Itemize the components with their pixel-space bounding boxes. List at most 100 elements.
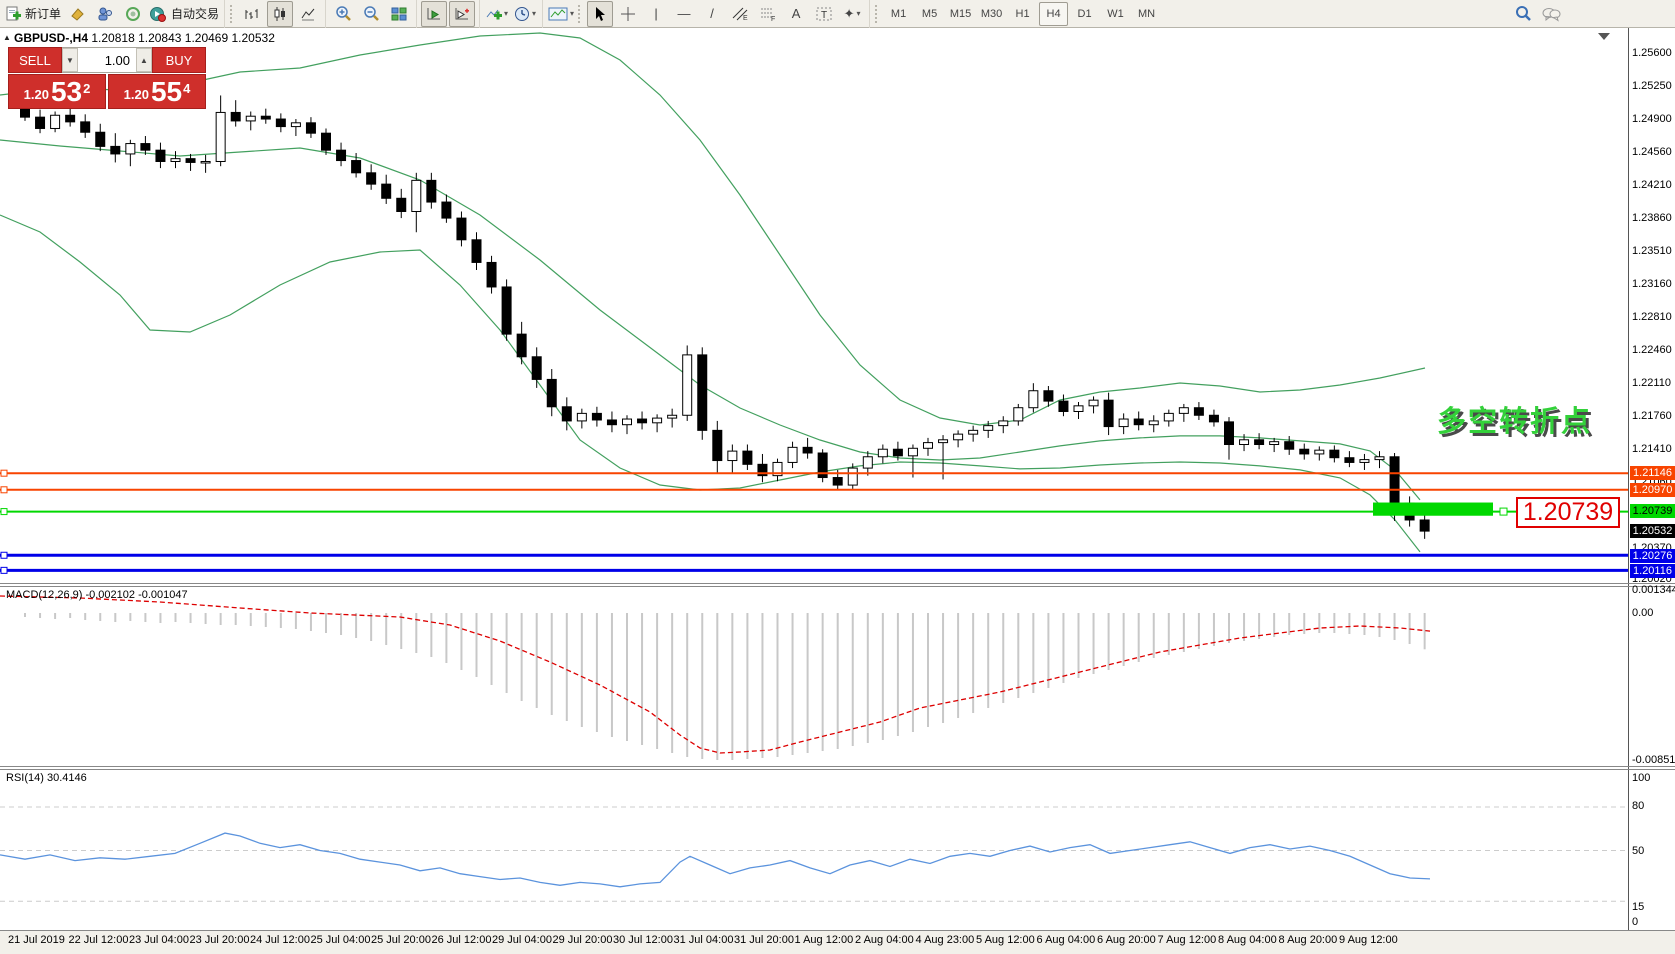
text-button[interactable]: A bbox=[783, 1, 809, 27]
indicators-dropdown-icon[interactable]: ▾ bbox=[504, 9, 509, 18]
price-tick: 1.25600 bbox=[1632, 47, 1672, 59]
buy-price-display[interactable]: 1.20 55 4 bbox=[108, 74, 206, 109]
rsi-tick: 80 bbox=[1632, 800, 1645, 812]
candle bbox=[275, 118, 286, 128]
arrows-button[interactable]: ✦ ▾ bbox=[839, 1, 865, 27]
candle bbox=[140, 143, 151, 151]
time-label: 30 Jul 12:00 bbox=[613, 934, 673, 946]
horizontal-line-button[interactable]: — bbox=[671, 1, 697, 27]
eraser-button[interactable] bbox=[64, 1, 90, 27]
timeframe-w1-button[interactable]: W1 bbox=[1107, 7, 1124, 20]
hline-anchor[interactable] bbox=[0, 469, 8, 477]
candle bbox=[938, 439, 949, 444]
zoom-out-button[interactable] bbox=[358, 1, 384, 27]
timeframe-m1-button[interactable]: M1 bbox=[890, 7, 907, 20]
candle bbox=[321, 132, 331, 151]
sell-price-display[interactable]: 1.20 53 2 bbox=[8, 74, 106, 109]
sell-button[interactable]: SELL bbox=[8, 47, 62, 73]
timeframe-m5-button[interactable]: M5 bbox=[921, 7, 938, 20]
equidistant-channel-button[interactable]: E bbox=[727, 1, 753, 27]
fibonacci-button[interactable]: F bbox=[755, 1, 781, 27]
time-label: 4 Aug 23:00 bbox=[915, 934, 975, 946]
periods-icon bbox=[514, 6, 530, 22]
trendline-button[interactable]: / bbox=[699, 1, 725, 27]
vertical-line-icon: | bbox=[654, 6, 658, 21]
price-tick: 1.24210 bbox=[1632, 179, 1672, 191]
timeframe-d1-button[interactable]: D1 bbox=[1077, 7, 1092, 20]
autotrading-button[interactable]: 自动交易 bbox=[148, 1, 220, 27]
candle bbox=[697, 354, 708, 431]
hline-anchor[interactable] bbox=[1499, 507, 1508, 516]
volume-increase-button[interactable]: ▲ bbox=[136, 48, 152, 72]
timeframe-m30-button[interactable]: M30 bbox=[980, 7, 1003, 20]
hline-anchor[interactable] bbox=[0, 486, 8, 494]
volume-input[interactable] bbox=[78, 48, 136, 72]
chart-shift-button[interactable] bbox=[449, 0, 476, 27]
buy-button[interactable]: BUY bbox=[152, 47, 206, 73]
hline-anchor[interactable] bbox=[0, 551, 8, 559]
indicators-button[interactable]: ▾ bbox=[484, 1, 510, 27]
time-label: 31 Jul 04:00 bbox=[673, 934, 734, 946]
signal-button[interactable] bbox=[120, 1, 146, 27]
hline-anchor[interactable] bbox=[0, 566, 8, 574]
toolbar-group-order: 新订单 自动交易 bbox=[0, 0, 224, 28]
candle bbox=[1374, 456, 1385, 461]
buy-price-sup: 4 bbox=[183, 81, 191, 96]
timeframe-mn-button[interactable]: MN bbox=[1137, 7, 1156, 20]
line-chart-button[interactable] bbox=[295, 1, 321, 27]
hline-anchor[interactable] bbox=[0, 508, 8, 516]
indicators-icon bbox=[486, 6, 503, 22]
time-label: 8 Aug 20:00 bbox=[1278, 934, 1338, 946]
timeframe-h4-button[interactable]: H4 bbox=[1039, 1, 1069, 26]
time-axis[interactable] bbox=[0, 930, 1675, 954]
accounts-button[interactable] bbox=[92, 1, 118, 27]
timeframe-m15-button[interactable]: M15 bbox=[949, 7, 972, 20]
arrows-dropdown-icon[interactable]: ▾ bbox=[856, 9, 861, 18]
autotrading-icon bbox=[149, 6, 167, 22]
time-label: 25 Jul 04:00 bbox=[310, 934, 371, 946]
zoom-in-button[interactable] bbox=[330, 1, 356, 27]
auto-scroll-button[interactable] bbox=[421, 0, 448, 27]
periods-dropdown-icon[interactable]: ▾ bbox=[532, 9, 537, 18]
candle bbox=[230, 111, 241, 122]
candle bbox=[1028, 390, 1039, 409]
price-tick: 1.23160 bbox=[1632, 278, 1672, 290]
new-order-button[interactable]: 新订单 bbox=[4, 1, 62, 27]
candle bbox=[185, 158, 196, 163]
support-zone-rect[interactable] bbox=[1373, 502, 1493, 516]
tile-windows-button[interactable] bbox=[386, 1, 412, 27]
candlestick-chart-button[interactable] bbox=[267, 0, 294, 27]
price-callout-box[interactable]: 1.20739 bbox=[1516, 497, 1620, 528]
candle bbox=[1389, 456, 1400, 504]
cursor-button[interactable] bbox=[587, 0, 614, 27]
templates-button[interactable]: ▾ bbox=[547, 1, 575, 27]
timeframe-h1-button[interactable]: H1 bbox=[1015, 7, 1030, 20]
templates-dropdown-icon[interactable]: ▾ bbox=[570, 9, 575, 18]
candle bbox=[1344, 457, 1355, 463]
panel-collapse-icon[interactable]: ▲ bbox=[3, 33, 11, 42]
candle bbox=[1058, 400, 1069, 412]
buy-price-big: 55 bbox=[150, 76, 183, 107]
arrows-icon: ✦ bbox=[843, 5, 855, 21]
search-button[interactable] bbox=[1510, 1, 1536, 27]
vertical-line-button[interactable]: | bbox=[643, 1, 669, 27]
volume-decrease-button[interactable]: ▼ bbox=[62, 48, 78, 72]
horizontal-line-icon: — bbox=[677, 6, 691, 21]
chart-title: GBPUSD-,H4 1.20818 1.20843 1.20469 1.205… bbox=[14, 31, 275, 45]
periods-button[interactable]: ▾ bbox=[512, 1, 538, 27]
line-chart-icon bbox=[300, 6, 316, 22]
candle bbox=[1314, 449, 1325, 455]
price-label-1.21146: 1.21146 bbox=[1630, 466, 1675, 480]
label-button[interactable]: T bbox=[811, 1, 837, 27]
candle bbox=[245, 115, 256, 122]
signal-icon bbox=[125, 6, 141, 22]
chat-button[interactable] bbox=[1538, 1, 1564, 27]
candle bbox=[637, 418, 648, 424]
auto-scroll-icon bbox=[426, 6, 442, 22]
trendline-icon: / bbox=[710, 6, 714, 21]
bar-chart-button[interactable] bbox=[239, 1, 265, 27]
candle bbox=[290, 122, 301, 128]
candle bbox=[561, 406, 572, 422]
crosshair-button[interactable] bbox=[615, 1, 641, 27]
